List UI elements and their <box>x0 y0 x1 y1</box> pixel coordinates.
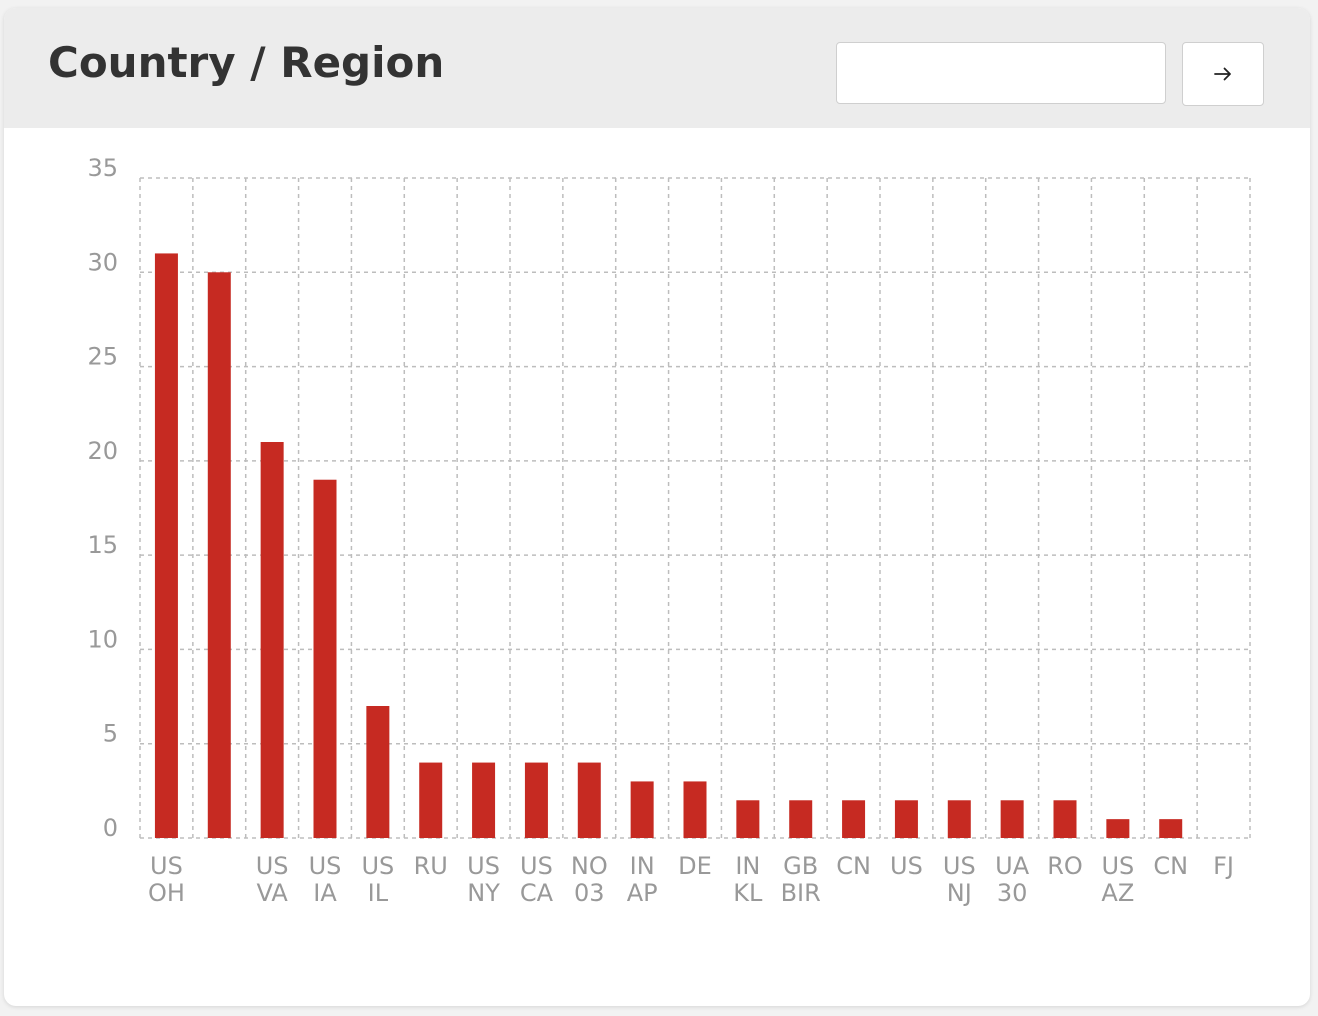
card-title: Country / Region <box>48 38 445 87</box>
x-tick-label: NO 03 <box>571 852 608 907</box>
x-tick-label-line: IA <box>313 879 337 907</box>
x-tick-label-line: 03 <box>574 879 605 907</box>
bar <box>419 762 443 838</box>
x-tick-label-line: US <box>150 852 183 880</box>
x-tick-label: FJ <box>1213 852 1234 880</box>
bar <box>207 272 231 838</box>
x-tick-label: CN <box>836 852 871 880</box>
bar <box>1106 819 1130 838</box>
bar <box>1000 800 1024 838</box>
bar <box>789 800 813 838</box>
x-tick-label-line: GB <box>783 852 818 880</box>
bar <box>736 800 760 838</box>
bar <box>524 762 548 838</box>
y-tick-label: 5 <box>103 720 118 748</box>
go-button[interactable] <box>1182 42 1264 106</box>
x-tick-label-line: US <box>309 852 342 880</box>
x-tick-label-line: US <box>256 852 289 880</box>
x-tick-label-line: US <box>361 852 394 880</box>
search-input[interactable] <box>836 42 1166 104</box>
y-tick-label: 25 <box>87 343 118 371</box>
x-tick-label-line: RO <box>1047 852 1083 880</box>
y-tick-label: 35 <box>87 154 118 182</box>
x-tick-label-line: US <box>520 852 553 880</box>
x-tick-label-line: OH <box>148 879 185 907</box>
bar <box>842 800 866 838</box>
bar <box>947 800 971 838</box>
x-tick-label: US NY <box>467 852 500 907</box>
x-tick-label: US OH <box>148 852 185 907</box>
bar <box>313 479 337 838</box>
x-tick-label-line: UA <box>995 852 1030 880</box>
x-tick-label: GB BIR <box>781 852 821 907</box>
x-tick-label-line: AP <box>627 879 658 907</box>
x-tick-label: IN KL <box>733 852 763 907</box>
x-tick-label-line: BIR <box>781 879 821 907</box>
bar <box>683 781 707 838</box>
x-tick-label-line: US <box>943 852 976 880</box>
x-tick-label-line: IN <box>735 852 760 880</box>
x-tick-label: IN AP <box>627 852 658 907</box>
x-tick-label-line: NO <box>571 852 608 880</box>
x-tick-label-line: IL <box>368 879 389 907</box>
x-tick-label: US IL <box>361 852 394 907</box>
bar <box>630 781 654 838</box>
y-tick-label: 0 <box>103 814 118 842</box>
x-tick-label: RU <box>414 852 448 880</box>
x-tick-label-line: CA <box>520 879 554 907</box>
x-tick-label-line: US <box>467 852 500 880</box>
bar <box>1159 819 1183 838</box>
y-tick-label: 10 <box>87 625 118 653</box>
x-tick-label-line: FJ <box>1213 852 1234 880</box>
x-tick-label: US AZ <box>1101 852 1134 907</box>
x-tick-label-line: CN <box>1153 852 1188 880</box>
x-tick-label-line: CN <box>836 852 871 880</box>
y-tick-label: 30 <box>87 248 118 276</box>
x-tick-label-line: US <box>1101 852 1134 880</box>
bar <box>472 762 496 838</box>
bar <box>154 253 178 838</box>
bar <box>577 762 601 838</box>
x-tick-label-line: KL <box>733 879 763 907</box>
x-tick-label-line: NJ <box>947 879 972 907</box>
bar <box>894 800 918 838</box>
x-tick-label-line: IN <box>630 852 655 880</box>
x-tick-label: RO <box>1047 852 1083 880</box>
bar <box>366 706 390 838</box>
x-tick-label: US IA <box>309 852 342 907</box>
bar <box>260 442 284 838</box>
y-tick-label: 20 <box>87 437 118 465</box>
y-tick-label: 15 <box>87 531 118 559</box>
bar <box>1053 800 1077 838</box>
x-tick-label-line: RU <box>414 852 448 880</box>
x-tick-label-line: DE <box>678 852 712 880</box>
card-header: Country / Region <box>4 8 1310 128</box>
x-tick-label-line: US <box>890 852 923 880</box>
x-tick-label-line: 30 <box>997 879 1028 907</box>
x-tick-label: CN <box>1153 852 1188 880</box>
x-tick-label: US <box>890 852 923 880</box>
arrow-right-icon <box>1214 67 1232 81</box>
x-tick-label-line: NY <box>467 879 500 907</box>
x-tick-label: US VA <box>256 852 289 907</box>
x-tick-label: UA 30 <box>995 852 1030 907</box>
x-tick-label-line: VA <box>256 879 288 907</box>
x-tick-label: DE <box>678 852 712 880</box>
x-tick-label: US NJ <box>943 852 976 907</box>
x-tick-label-line: AZ <box>1101 879 1134 907</box>
x-tick-label: US CA <box>520 852 554 907</box>
